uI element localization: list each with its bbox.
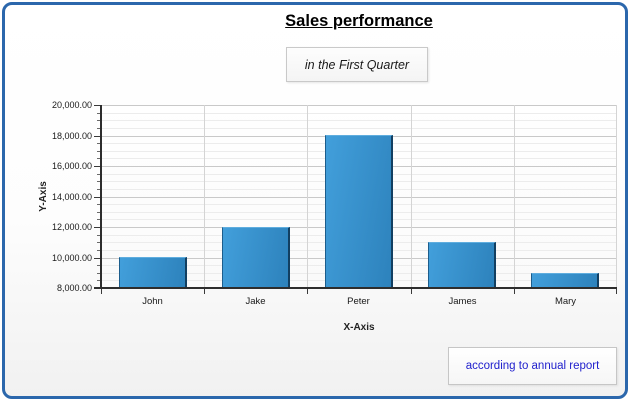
y-minor-tick: [97, 219, 100, 220]
bar-john: [119, 257, 187, 288]
x-tick: [101, 289, 102, 294]
y-minor-tick: [97, 204, 100, 205]
bar-jake: [222, 227, 290, 288]
x-tick-label: James: [448, 296, 477, 307]
y-major-tick: [94, 197, 100, 198]
y-tick-label: 8,000.00: [56, 283, 92, 293]
chart-subtitle-box[interactable]: in the First Quarter: [286, 47, 428, 82]
y-minor-tick: [97, 128, 100, 129]
y-minor-tick: [97, 158, 100, 159]
y-axis-line: [100, 105, 102, 288]
x-tick-label: Peter: [347, 296, 370, 307]
minor-gridline: [101, 128, 617, 129]
y-major-tick: [94, 166, 100, 167]
chart-subtitle-label: in the First Quarter: [304, 57, 410, 72]
major-gridline: [101, 105, 617, 106]
minor-gridline: [101, 113, 617, 114]
y-major-tick: [94, 227, 100, 228]
plot-area: [94, 105, 617, 294]
y-tick-label: 18,000.00: [51, 131, 92, 141]
y-minor-tick: [97, 189, 100, 190]
y-minor-tick: [97, 181, 100, 182]
y-minor-tick: [97, 273, 100, 274]
y-tick-label: 10,000.00: [51, 253, 92, 263]
y-minor-tick: [97, 143, 100, 144]
x-axis-tick-labels: John Jake Peter James Mary: [101, 296, 617, 310]
y-minor-tick: [97, 151, 100, 152]
category-boundary-line: [307, 105, 308, 288]
bar-mary: [531, 273, 599, 288]
x-tick: [204, 289, 205, 294]
y-major-tick: [94, 105, 100, 106]
chart-title: Sales performance: [285, 12, 433, 30]
x-tick-label: Jake: [245, 296, 266, 307]
category-boundary-line: [514, 105, 515, 288]
y-minor-tick: [97, 235, 100, 236]
y-minor-tick: [97, 212, 100, 213]
bar-james: [428, 242, 496, 288]
x-axis-line: [94, 287, 617, 289]
y-minor-tick: [97, 242, 100, 243]
y-tick-label: 12,000.00: [51, 222, 92, 232]
category-boundary-line: [411, 105, 412, 288]
y-minor-tick: [97, 120, 100, 121]
category-boundary-line: [616, 105, 617, 288]
x-tick: [616, 289, 617, 294]
y-tick-label: 20,000.00: [51, 100, 92, 110]
annotation-box[interactable]: according to annual report: [448, 347, 617, 385]
y-tick-label: 14,000.00: [51, 192, 92, 202]
y-tick-label: 16,000.00: [51, 161, 92, 171]
x-axis-title: X-Axis: [343, 322, 375, 333]
y-minor-tick: [97, 250, 100, 251]
y-minor-tick: [97, 265, 100, 266]
x-tick: [411, 289, 412, 294]
y-major-tick: [94, 136, 100, 137]
y-minor-tick: [97, 280, 100, 281]
annotation-label: according to annual report: [465, 360, 600, 372]
bar-peter: [325, 135, 393, 288]
y-major-tick: [94, 258, 100, 259]
y-minor-tick: [97, 113, 100, 114]
minor-gridline: [101, 120, 617, 121]
y-minor-tick: [97, 174, 100, 175]
x-tick-label: Mary: [554, 296, 577, 307]
y-axis-tick-labels: 20,000.00 18,000.00 16,000.00 14,000.00 12,0…: [0, 100, 95, 293]
x-tick: [307, 289, 308, 294]
x-tick: [514, 289, 515, 294]
x-tick-label: John: [142, 296, 163, 307]
category-boundary-line: [204, 105, 205, 288]
